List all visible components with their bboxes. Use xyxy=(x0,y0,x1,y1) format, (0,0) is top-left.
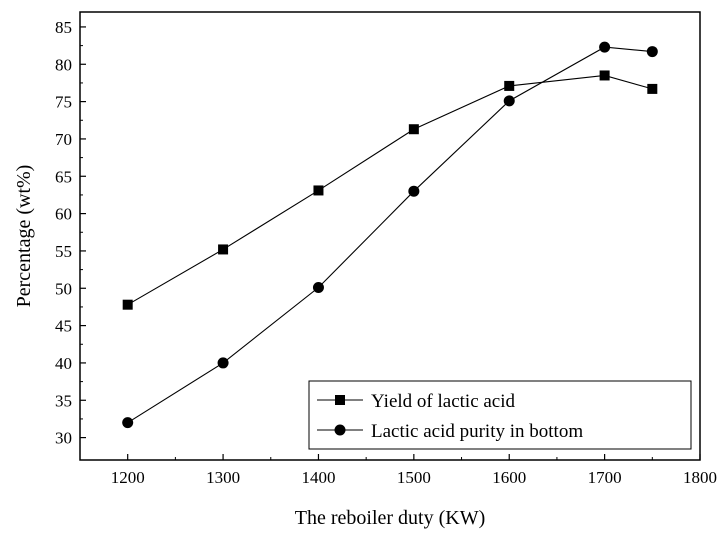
x-axis-ticks: 1200 1300 1400 1500 1600 1700 1800 xyxy=(111,454,717,487)
y-axis-title: Percentage (wt%) xyxy=(13,165,35,308)
y-tick-label: 30 xyxy=(55,429,72,448)
x-tick-label: 1200 xyxy=(111,468,145,487)
y-tick-label: 85 xyxy=(55,18,72,37)
x-axis-title: The reboiler duty (KW) xyxy=(295,507,485,529)
legend-box xyxy=(308,380,692,450)
data-point xyxy=(647,83,658,94)
data-point xyxy=(218,244,229,255)
legend-label: Yield of lactic acid xyxy=(371,391,516,412)
data-point xyxy=(122,299,133,310)
series-layer xyxy=(122,41,658,429)
series-2 xyxy=(122,41,658,429)
y-tick-label: 45 xyxy=(55,317,72,336)
legend: Yield of lactic acid Lactic acid purity i… xyxy=(308,380,692,450)
data-point xyxy=(122,417,134,429)
data-point xyxy=(646,46,658,58)
y-tick-label: 70 xyxy=(55,130,72,149)
y-tick-label: 60 xyxy=(55,205,72,224)
x-tick-label: 1600 xyxy=(492,468,526,487)
legend-marker xyxy=(334,424,346,436)
data-point xyxy=(599,41,611,53)
x-tick-label: 1800 xyxy=(683,468,717,487)
x-tick-label: 1700 xyxy=(588,468,622,487)
y-tick-label: 80 xyxy=(55,55,72,74)
data-point xyxy=(599,70,610,81)
x-tick-label: 1500 xyxy=(397,468,431,487)
y-tick-label: 35 xyxy=(55,391,72,410)
legend-label: Lactic acid purity in bottom xyxy=(371,421,583,442)
series-line xyxy=(127,74,653,306)
data-point xyxy=(408,185,420,197)
y-tick-label: 65 xyxy=(55,167,72,186)
data-point xyxy=(217,357,229,369)
data-point xyxy=(504,80,515,91)
plot-frame xyxy=(79,11,701,461)
data-point xyxy=(313,185,324,196)
x-tick-label: 1300 xyxy=(206,468,240,487)
series-1 xyxy=(122,70,658,310)
data-point xyxy=(503,95,515,107)
y-tick-label: 75 xyxy=(55,93,72,112)
data-point xyxy=(312,282,324,294)
y-tick-label: 55 xyxy=(55,242,72,261)
y-tick-label: 40 xyxy=(55,354,72,373)
series-line xyxy=(127,46,653,424)
x-tick-label: 1400 xyxy=(301,468,335,487)
data-point xyxy=(408,124,419,135)
y-tick-label: 50 xyxy=(55,279,72,298)
legend-marker xyxy=(335,395,345,405)
y-axis-ticks: 30 35 40 45 50 55 60 65 70 75 80 85 xyxy=(55,18,86,448)
